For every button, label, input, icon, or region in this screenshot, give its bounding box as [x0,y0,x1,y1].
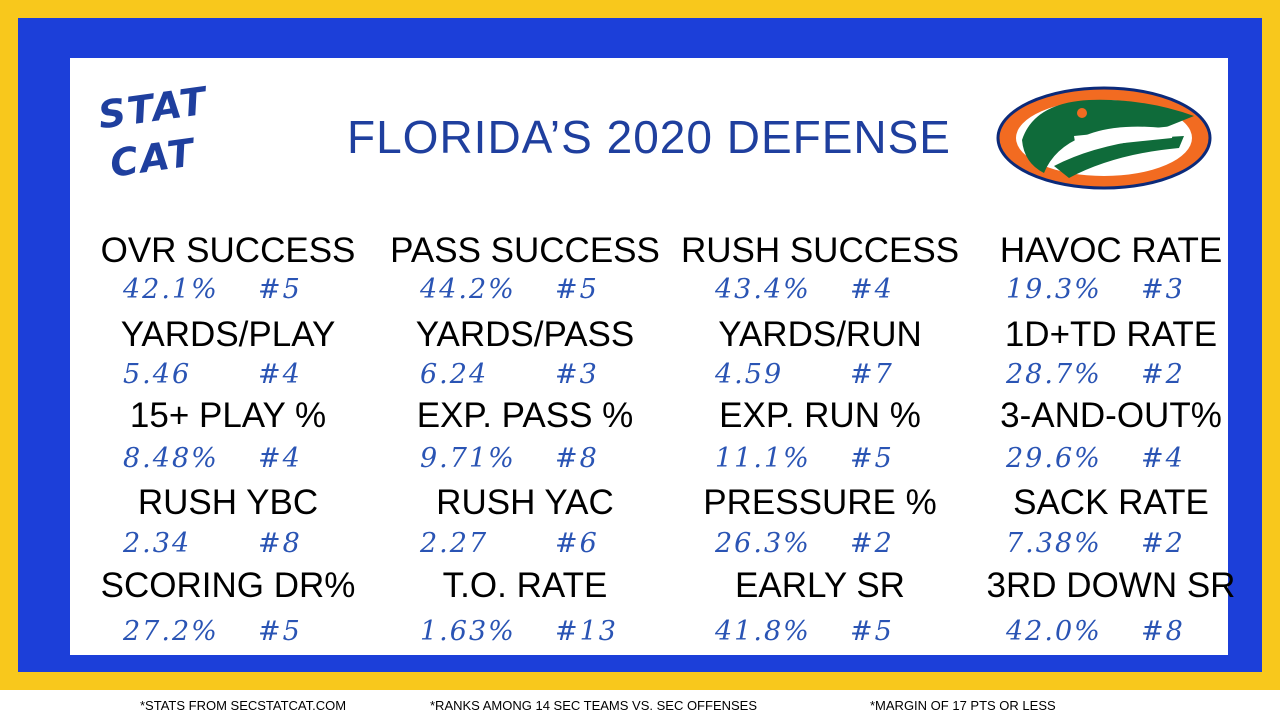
stat-label: YARDS/RUN [718,315,922,354]
gator-logo [996,86,1212,190]
stat-label: SCORING DR% [100,566,356,605]
stat-value: 42.0% [1006,616,1102,647]
stat-label: EARLY SR [735,566,905,605]
stat-label: 3-AND-OUT% [1000,396,1222,435]
stat-rank: #5 [258,274,302,305]
stat-value: 44.2% [420,274,516,305]
stat-rank: #8 [1141,616,1185,647]
stat-rank: #6 [555,528,599,559]
stat-rank: #4 [258,443,302,474]
stat-value: 6.24 [420,359,489,390]
stat-rank: #13 [555,616,618,647]
stat-value: 1.63% [420,616,516,647]
stat-value: 19.3% [1006,274,1102,305]
stat-rank: #5 [555,274,599,305]
stat-value: 9.71% [420,443,516,474]
stat-label: RUSH YAC [436,483,614,522]
stat-label: 15+ PLAY % [129,396,327,435]
stat-label: EXP. PASS % [416,396,634,435]
stat-rank: #5 [850,616,894,647]
stat-value: 2.34 [123,528,192,559]
stat-value: 42.1% [123,274,219,305]
stat-label: YARDS/PASS [415,315,635,354]
stat-rank: #8 [555,443,599,474]
stat-value: 5.46 [123,359,192,390]
stat-label: 3RD DOWN SR [986,566,1236,605]
footer: *STATS FROM SECSTATCAT.COM *RANKS AMONG 1… [0,698,1280,718]
footnote: *MARGIN OF 17 PTS OR LESS [870,698,1056,713]
stat-label: EXP. RUN % [719,396,921,435]
stat-label: SACK RATE [1013,483,1209,522]
stat-value: 27.2% [123,616,219,647]
stat-value: 4.59 [715,359,784,390]
stat-rank: #2 [1141,528,1185,559]
stat-value: 8.48% [123,443,219,474]
stat-rank: #5 [850,443,894,474]
frame: STAT CAT FLORIDA’S 2020 DEFENSE OVR SUCC… [0,0,1280,690]
stat-rank: #2 [850,528,894,559]
stat-label: RUSH SUCCESS [680,231,960,270]
stat-rank: #4 [258,359,302,390]
stat-label: OVR SUCCESS [100,231,356,270]
stat-value: 26.3% [715,528,811,559]
stat-value: 43.4% [715,274,811,305]
stat-rank: #4 [1141,443,1185,474]
stat-label: PASS SUCCESS [390,231,660,270]
stat-label: T.O. RATE [442,566,608,605]
stat-rank: #8 [258,528,302,559]
stat-value: 28.7% [1006,359,1102,390]
stat-rank: #4 [850,274,894,305]
footnote: *RANKS AMONG 14 SEC TEAMS VS. SEC OFFENS… [430,698,758,713]
stat-label: 1D+TD RATE [1004,315,1218,354]
stat-rank: #3 [555,359,599,390]
stat-rank: #5 [258,616,302,647]
stat-label: HAVOC RATE [999,231,1223,270]
footnote: *STATS FROM SECSTATCAT.COM [140,698,347,713]
stat-value: 7.38% [1006,528,1102,559]
stat-label: PRESSURE % [703,483,937,522]
stat-rank: #3 [1141,274,1185,305]
stat-label: YARDS/PLAY [120,315,336,354]
stat-value: 11.1% [715,443,811,474]
stat-rank: #7 [850,359,894,390]
stat-value: 41.8% [715,616,811,647]
title: FLORIDA’S 2020 DEFENSE [346,111,951,163]
stat-value: 29.6% [1006,443,1102,474]
stat-label: RUSH YBC [137,483,319,522]
panel: STAT CAT FLORIDA’S 2020 DEFENSE OVR SUCC… [70,58,1235,655]
border: STAT CAT FLORIDA’S 2020 DEFENSE OVR SUCC… [18,18,1262,672]
stat-rank: #2 [1141,359,1185,390]
stat-value: 2.27 [420,528,489,559]
